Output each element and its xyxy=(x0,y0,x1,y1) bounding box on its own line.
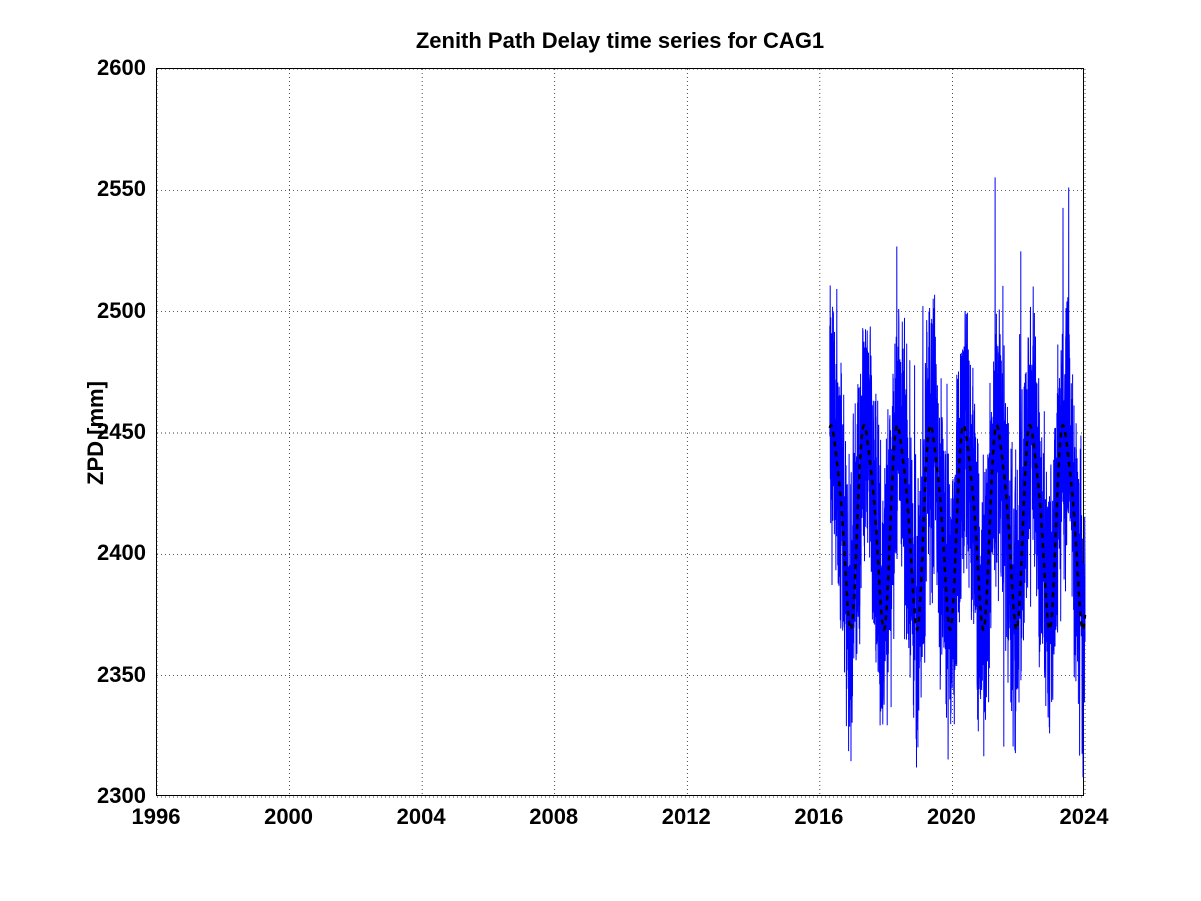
y-tick-label: 2400 xyxy=(86,540,146,566)
plot-svg xyxy=(157,69,1085,797)
y-tick-label: 2550 xyxy=(86,176,146,202)
chart-container: Zenith Path Delay time series for CAG1 Z… xyxy=(0,0,1201,901)
y-tick-label: 2300 xyxy=(86,783,146,809)
x-tick-label: 2016 xyxy=(794,804,843,830)
chart-title: Zenith Path Delay time series for CAG1 xyxy=(156,28,1084,54)
x-tick-label: 2024 xyxy=(1060,804,1109,830)
y-tick-label: 2350 xyxy=(86,662,146,688)
x-tick-label: 2020 xyxy=(927,804,976,830)
x-tick-label: 2004 xyxy=(397,804,446,830)
x-tick-label: 2012 xyxy=(662,804,711,830)
y-tick-label: 2600 xyxy=(86,55,146,81)
y-tick-label: 2500 xyxy=(86,298,146,324)
x-tick-label: 2000 xyxy=(264,804,313,830)
y-tick-label: 2450 xyxy=(86,419,146,445)
x-tick-label: 2008 xyxy=(529,804,578,830)
plot-area xyxy=(156,68,1084,796)
